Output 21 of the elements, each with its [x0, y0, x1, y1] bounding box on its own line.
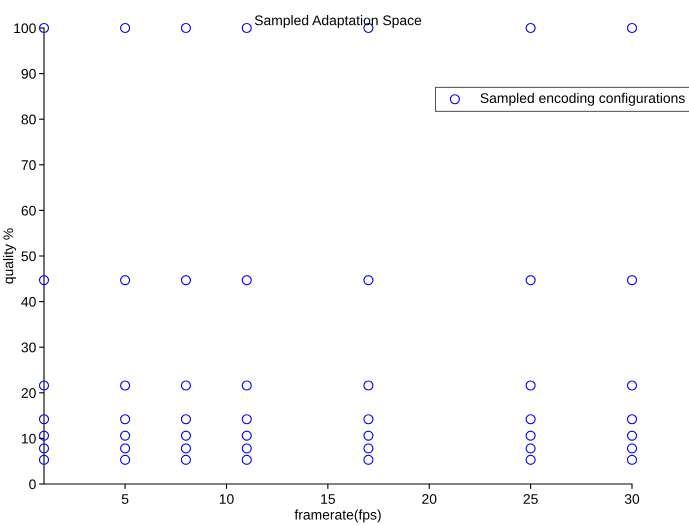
- x-tick-label: 5: [122, 494, 128, 504]
- y-tick-label: 70: [22, 160, 36, 170]
- y-tick-label: 40: [21, 296, 36, 307]
- x-tick-label: 20: [422, 494, 436, 504]
- x-tick-label: 25: [524, 494, 538, 504]
- y-tick-label: 20: [22, 388, 36, 398]
- y-tick-label: 100: [14, 23, 36, 34]
- x-axis-title: framerate(fps): [294, 509, 381, 522]
- y-tick-label: 30: [21, 342, 36, 352]
- y-tick-label: 10: [22, 434, 36, 444]
- x-tick-label: 15: [321, 494, 336, 504]
- y-tick-label: 80: [22, 114, 36, 124]
- chart-title: Sampled Adaptation Space: [254, 15, 422, 28]
- y-axis-title: quality %: [3, 228, 16, 284]
- x-tick-label: 10: [220, 494, 234, 504]
- y-tick-label: 0: [29, 479, 36, 490]
- y-tick-label: 50: [21, 251, 36, 262]
- y-tick-label: 60: [22, 206, 36, 216]
- legend-label: Sampled encoding configurations: [480, 92, 685, 106]
- y-tick-label: 90: [22, 68, 36, 79]
- x-tick-label: 30: [624, 494, 640, 504]
